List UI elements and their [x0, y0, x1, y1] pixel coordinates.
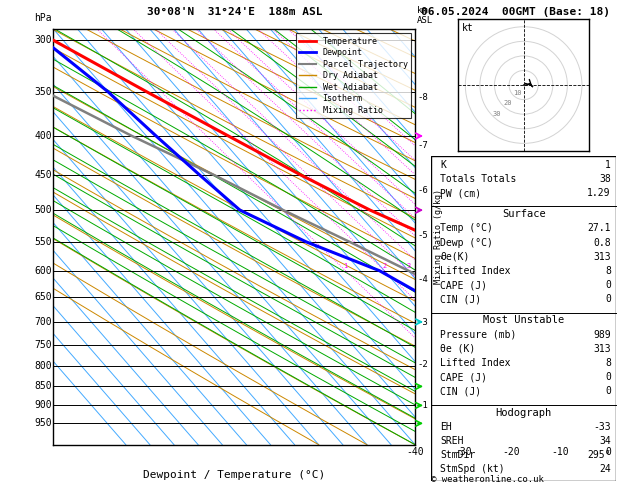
- Text: Lifted Index: Lifted Index: [440, 358, 511, 368]
- Text: 2: 2: [382, 262, 387, 269]
- Text: 30°08'N  31°24'E  188m ASL: 30°08'N 31°24'E 188m ASL: [147, 7, 322, 17]
- Text: 350: 350: [34, 87, 52, 97]
- Text: Dewp (°C): Dewp (°C): [440, 238, 493, 248]
- Text: θe(K): θe(K): [440, 252, 469, 262]
- Text: K: K: [440, 160, 446, 170]
- Text: 550: 550: [34, 237, 52, 247]
- Text: 20: 20: [503, 101, 512, 106]
- Text: 650: 650: [34, 292, 52, 302]
- Text: -1: -1: [417, 400, 428, 410]
- Text: Dewpoint / Temperature (°C): Dewpoint / Temperature (°C): [143, 469, 325, 480]
- Text: 750: 750: [34, 340, 52, 350]
- Text: 900: 900: [34, 400, 52, 410]
- Text: -40: -40: [406, 447, 424, 457]
- Text: EH: EH: [440, 422, 452, 432]
- Text: 38: 38: [599, 174, 611, 184]
- Text: 0: 0: [605, 280, 611, 290]
- Text: -33: -33: [593, 422, 611, 432]
- Text: 950: 950: [34, 418, 52, 428]
- Text: -4: -4: [417, 275, 428, 284]
- Text: 800: 800: [34, 361, 52, 371]
- Text: 295°: 295°: [587, 450, 611, 460]
- Text: 700: 700: [34, 317, 52, 327]
- Text: 313: 313: [593, 252, 611, 262]
- Text: 1: 1: [343, 262, 348, 269]
- Text: 300: 300: [34, 35, 52, 45]
- Text: 30: 30: [493, 111, 501, 117]
- Text: CIN (J): CIN (J): [440, 386, 481, 396]
- Text: PW (cm): PW (cm): [440, 188, 481, 198]
- Text: Temp (°C): Temp (°C): [440, 224, 493, 233]
- Text: 3: 3: [406, 262, 411, 269]
- Text: 34: 34: [599, 436, 611, 446]
- Text: 1: 1: [605, 160, 611, 170]
- Text: -7: -7: [417, 140, 428, 150]
- Text: CAPE (J): CAPE (J): [440, 280, 487, 290]
- Text: 600: 600: [34, 266, 52, 276]
- Text: 0: 0: [605, 447, 611, 457]
- Text: StmSpd (kt): StmSpd (kt): [440, 464, 504, 474]
- Text: 313: 313: [593, 344, 611, 354]
- Text: Hodograph: Hodograph: [496, 408, 552, 417]
- Text: 24: 24: [599, 464, 611, 474]
- Text: 850: 850: [34, 382, 52, 391]
- Text: -2: -2: [417, 360, 428, 369]
- Text: 500: 500: [34, 205, 52, 215]
- Text: Most Unstable: Most Unstable: [483, 315, 564, 326]
- Text: 1.29: 1.29: [587, 188, 611, 198]
- Text: © weatheronline.co.uk: © weatheronline.co.uk: [431, 474, 543, 484]
- Legend: Temperature, Dewpoint, Parcel Trajectory, Dry Adiabat, Wet Adiabat, Isotherm, Mi: Temperature, Dewpoint, Parcel Trajectory…: [296, 34, 411, 118]
- Text: -30: -30: [455, 447, 472, 457]
- Text: Lifted Index: Lifted Index: [440, 266, 511, 276]
- Text: hPa: hPa: [34, 13, 52, 23]
- Text: SREH: SREH: [440, 436, 464, 446]
- Text: 10: 10: [513, 90, 522, 96]
- Text: Totals Totals: Totals Totals: [440, 174, 516, 184]
- Text: 27.1: 27.1: [587, 224, 611, 233]
- Text: 989: 989: [593, 330, 611, 340]
- Text: Pressure (mb): Pressure (mb): [440, 330, 516, 340]
- Text: km
ASL: km ASL: [417, 6, 433, 25]
- Text: -6: -6: [417, 187, 428, 195]
- Text: Surface: Surface: [502, 209, 545, 219]
- Text: kt: kt: [462, 23, 474, 34]
- Text: 06.05.2024  00GMT (Base: 18): 06.05.2024 00GMT (Base: 18): [421, 7, 610, 17]
- Text: 0: 0: [605, 294, 611, 304]
- Text: CIN (J): CIN (J): [440, 294, 481, 304]
- Text: 400: 400: [34, 131, 52, 141]
- Text: 450: 450: [34, 170, 52, 180]
- Text: StmDir: StmDir: [440, 450, 476, 460]
- Text: 8: 8: [605, 266, 611, 276]
- Text: CAPE (J): CAPE (J): [440, 372, 487, 382]
- Text: Mixing Ratio (g/kg): Mixing Ratio (g/kg): [434, 190, 443, 284]
- Text: -3: -3: [417, 318, 428, 327]
- Text: θe (K): θe (K): [440, 344, 476, 354]
- Text: -10: -10: [551, 447, 569, 457]
- Text: 0: 0: [605, 372, 611, 382]
- Text: -8: -8: [417, 93, 428, 102]
- Text: 0.8: 0.8: [593, 238, 611, 248]
- Text: -5: -5: [417, 231, 428, 240]
- Text: -20: -20: [503, 447, 520, 457]
- Text: 0: 0: [605, 386, 611, 396]
- Text: 8: 8: [605, 358, 611, 368]
